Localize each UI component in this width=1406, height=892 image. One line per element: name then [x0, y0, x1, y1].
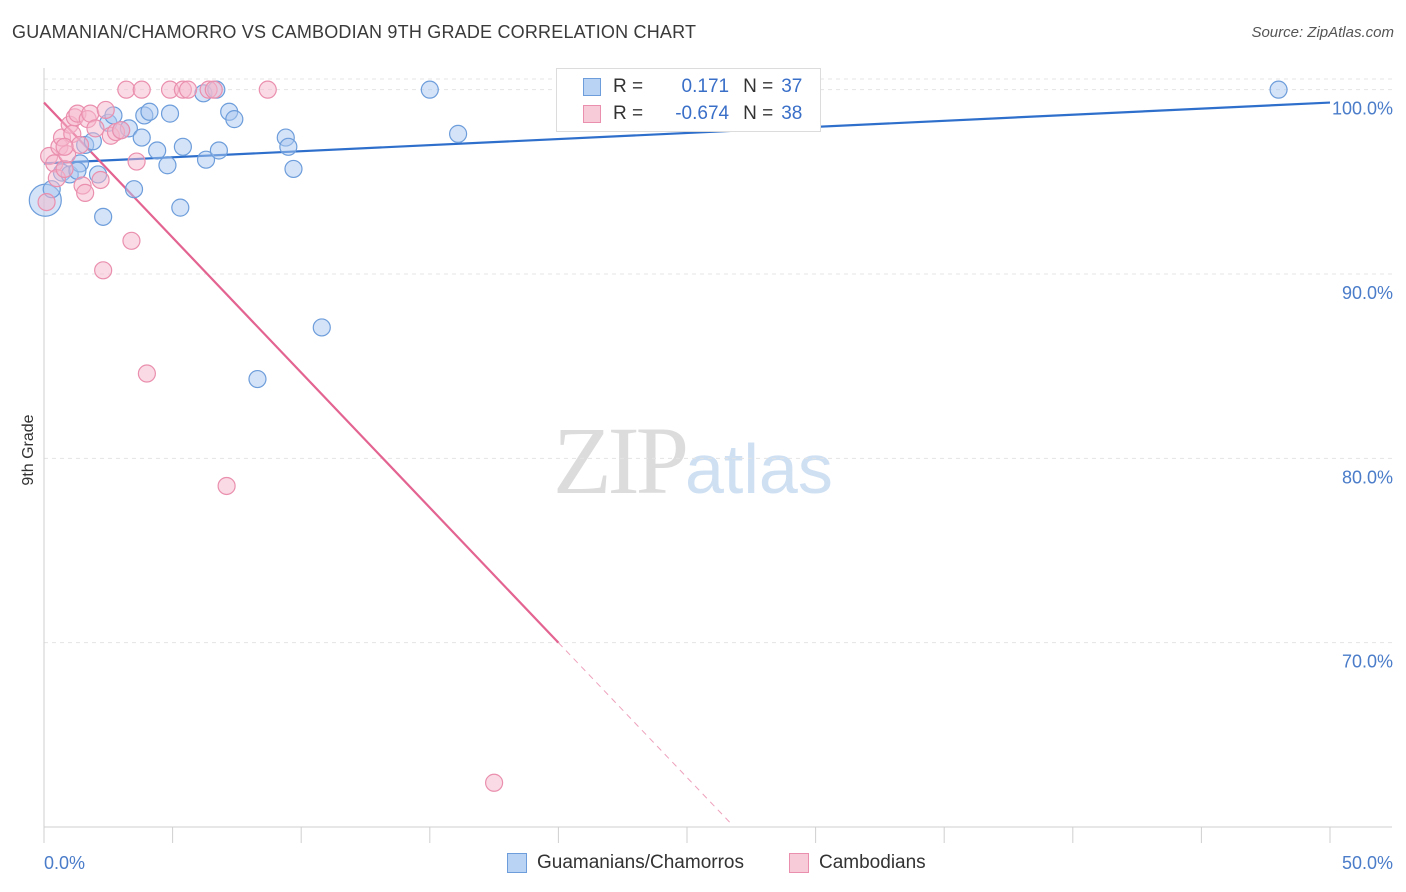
legend-r-label: R = [613, 103, 644, 124]
legend-n-label: N = [743, 103, 774, 124]
point-guamanian [171, 198, 190, 217]
bottom-legend-label: Cambodians [819, 852, 926, 873]
point-guamanian [94, 207, 113, 226]
legend-row-guamanian: R = 0.171 N = 37 [583, 74, 802, 100]
trend-line-cambodian [43, 101, 560, 644]
legend-swatch-blue [583, 78, 601, 96]
legend-swatch-pink [583, 105, 601, 123]
bottom-legend-cambodian: Cambodians [789, 852, 926, 874]
point-cambodian [217, 476, 236, 496]
point-guamanian [312, 318, 331, 337]
point-guamanian [225, 110, 244, 129]
point-cambodian [91, 170, 110, 190]
point-guamanian [148, 141, 167, 160]
source-label: Source: ZipAtlas.com [1251, 24, 1394, 41]
point-guamanian [132, 128, 151, 147]
point-guamanian [1269, 80, 1288, 99]
legend-n-value: 38 [781, 103, 803, 124]
trend-extension-cambodian [558, 642, 732, 824]
point-cambodian [122, 231, 141, 250]
legend-r-value: -0.674 [675, 103, 730, 124]
point-cambodian [204, 80, 223, 99]
point-cambodian [96, 100, 115, 120]
point-guamanian [209, 141, 228, 160]
bottom-legend-swatch-pink [789, 853, 809, 873]
gridlines [44, 78, 1392, 644]
tick-labels: 70.0% 80.0% 90.0% 100.0% 0.0% 50.0% 9th Grade [20, 99, 1393, 873]
point-cambodian [70, 135, 90, 155]
y-tick-label: 80.0% [1342, 467, 1393, 487]
point-guamanian [284, 159, 303, 179]
legend-row-cambodian: R = -0.674 N = 38 [583, 101, 802, 127]
point-guamanian [279, 137, 298, 156]
bottom-legend-swatch-blue [507, 853, 527, 873]
point-guamanian [448, 124, 468, 143]
y-tick-label: 90.0% [1342, 283, 1393, 303]
point-cambodian [117, 80, 136, 99]
point-cambodian [86, 119, 105, 138]
point-cambodian [55, 137, 74, 156]
point-cambodian [55, 159, 74, 179]
y-tick-label: 100.0% [1332, 99, 1393, 119]
x-tick-label: 50.0% [1342, 853, 1393, 873]
point-guamanian [420, 80, 439, 99]
axes [43, 68, 1392, 843]
point-guamanian [196, 150, 216, 169]
bottom-legend-label: Guamanians/Chamorros [537, 852, 744, 873]
y-axis-label: 9th Grade [20, 414, 37, 485]
chart-title: GUAMANIAN/CHAMORRO VS CAMBODIAN 9TH GRAD… [12, 22, 697, 42]
point-guamanian [160, 104, 180, 123]
correlation-legend: R = 0.171 N = 37 R = -0.674 N = 38 [556, 68, 821, 132]
point-cambodian [76, 183, 95, 202]
watermark-zip: ZIP [553, 407, 689, 514]
bottom-legend-guamanian: Guamanians/Chamorros [507, 852, 744, 874]
watermark-atlas: atlas [685, 430, 833, 508]
legend-n-label: N = [743, 76, 774, 97]
point-cambodian [132, 80, 151, 99]
point-guamanian [248, 369, 267, 389]
point-guamanian [173, 137, 192, 156]
point-guamanian [140, 102, 159, 121]
point-cambodian [127, 152, 146, 171]
trend-line-guamanian [43, 101, 1331, 165]
point-cambodian [94, 261, 113, 280]
point-guamanian [158, 156, 177, 175]
point-cambodian [258, 80, 277, 99]
legend-n-value: 37 [781, 76, 803, 97]
point-cambodian [485, 773, 504, 792]
data-points [28, 80, 1288, 792]
legend-r-label: R = [613, 76, 644, 97]
y-tick-label: 70.0% [1342, 652, 1393, 672]
point-guamanian [124, 180, 144, 199]
point-cambodian [137, 364, 156, 383]
point-cambodian [37, 192, 56, 212]
point-cambodian [112, 121, 131, 140]
legend-r-value: 0.171 [676, 76, 730, 97]
x-tick-label: 0.0% [44, 853, 85, 873]
point-cambodian [178, 80, 198, 99]
trend-lines [43, 101, 1331, 824]
watermark: ZIPatlas [553, 405, 833, 516]
